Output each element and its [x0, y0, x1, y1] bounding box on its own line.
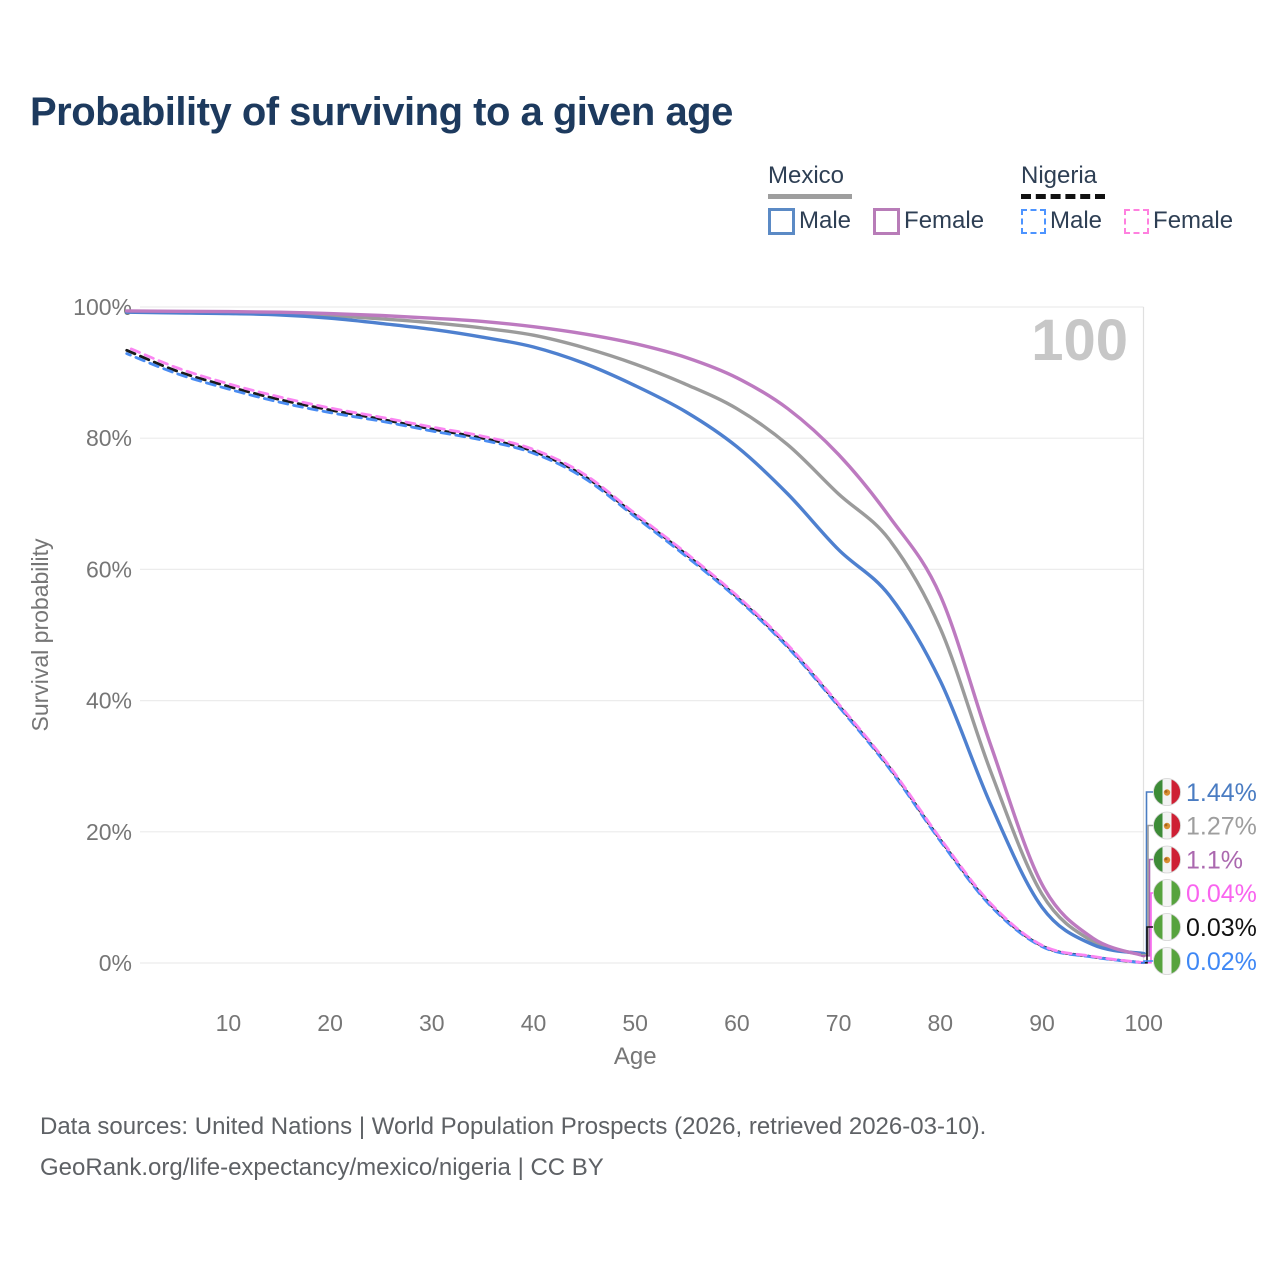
footer-line-1: Data sources: United Nations | World Pop… — [40, 1113, 987, 1140]
end-value-label: 0.02% — [1186, 948, 1257, 976]
data-source-footer: Data sources: United Nations | World Pop… — [40, 1106, 986, 1188]
y-tick-label: 100% — [73, 294, 132, 320]
x-tick-label: 60 — [724, 1010, 750, 1036]
leader-line-mexico — [1141, 791, 1153, 955]
end-value-label: 1.1% — [1186, 847, 1243, 875]
mexico-flag-icon — [1153, 845, 1181, 874]
legend-country-nigeria: Nigeria — [1021, 162, 1098, 189]
x-tick-label: 90 — [1029, 1010, 1055, 1036]
curve-mexico-all — [125, 309, 1146, 957]
value-label-layer: 1.44% 1.27% 1.1% 0.04% 0.03% 0.02% — [1141, 778, 1257, 976]
end-value-label: 0.04% — [1186, 880, 1257, 908]
x-tick-label: 70 — [826, 1010, 852, 1036]
legend-group-mexico: Mexico Male Female — [768, 162, 1006, 235]
x-tick-label: 30 — [419, 1010, 445, 1036]
y-axis-title: Survival probability — [27, 538, 53, 732]
axis-layer: 100% 80% 60% 40% 20% 0% 10 20 30 40 50 60 70 80 90 100 A… — [27, 294, 1163, 1070]
x-tick-label: 100 — [1125, 1010, 1163, 1036]
y-tick-label: 40% — [86, 688, 132, 714]
mexico-flag-icon — [1153, 778, 1181, 806]
nigeria-flag-icon — [1153, 879, 1181, 907]
curve-mexico-male — [125, 310, 1146, 956]
mexico-female-swatch-icon — [873, 207, 901, 235]
age-100-watermark: 100 — [1031, 308, 1128, 373]
legend-item-nigeria-male[interactable]: Male — [1021, 207, 1102, 235]
legend-label: Female — [904, 207, 985, 234]
watermark-layer: 100 — [1031, 308, 1128, 373]
end-value-label: 0.03% — [1186, 914, 1257, 942]
nigeria-female-swatch-icon — [1124, 208, 1150, 234]
curve-mexico-female — [125, 309, 1146, 958]
grid-layer — [140, 306, 1145, 964]
curve-nigeria-all — [125, 348, 1146, 965]
y-tick-label: 80% — [86, 425, 132, 451]
mexico-line-swatch — [768, 194, 852, 199]
nigeria-flag-icon — [1153, 947, 1181, 975]
y-tick-label: 60% — [86, 556, 132, 582]
legend-label: Male — [1050, 207, 1103, 234]
mexico-male-swatch-icon — [768, 207, 795, 235]
legend-item-mexico-male[interactable]: Male — [768, 207, 851, 235]
legend-item-mexico-female[interactable]: Female — [873, 207, 984, 235]
legend-item-nigeria-female[interactable]: Female — [1124, 207, 1233, 235]
leader-line-mexico — [1141, 824, 1153, 956]
x-tick-label: 40 — [521, 1010, 547, 1036]
x-tick-label: 20 — [317, 1010, 343, 1036]
page-title: Probability of surviving to a given age — [30, 90, 733, 134]
x-tick-label: 80 — [928, 1010, 954, 1036]
y-tick-label: 20% — [86, 819, 132, 845]
footer-line-2: GeoRank.org/life-expectancy/mexico/niger… — [40, 1154, 604, 1181]
y-tick-label: 0% — [99, 950, 132, 976]
mexico-flag-icon — [1153, 811, 1181, 840]
curve-layer — [125, 309, 1146, 965]
legend-group-nigeria: Nigeria Male Female — [1021, 162, 1255, 235]
x-tick-label: 50 — [622, 1010, 648, 1036]
legend-label: Male — [799, 207, 852, 234]
curve-nigeria-male — [125, 352, 1146, 965]
end-value-label: 1.44% — [1186, 779, 1257, 807]
nigeria-line-swatch — [1021, 194, 1105, 199]
nigeria-flag-icon — [1153, 913, 1181, 941]
legend-label: Female — [1153, 207, 1234, 234]
legend-country-mexico: Mexico — [768, 162, 845, 189]
leader-line-nigeria — [1141, 960, 1153, 964]
leader-line-mexico — [1141, 858, 1153, 957]
curve-nigeria-female — [125, 345, 1146, 965]
x-tick-label: 10 — [216, 1010, 242, 1036]
nigeria-male-swatch-icon — [1021, 208, 1046, 234]
x-axis-title: Age — [614, 1043, 657, 1070]
end-value-label: 1.27% — [1186, 813, 1257, 841]
